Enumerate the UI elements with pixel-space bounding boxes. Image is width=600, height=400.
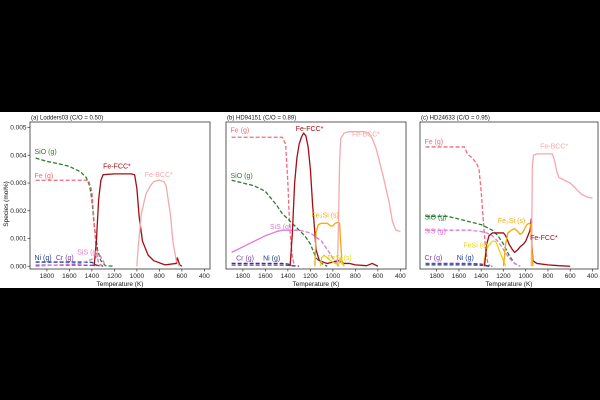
series-label: FeSi (s) xyxy=(327,255,352,262)
series-label: Cr (g) xyxy=(236,256,254,263)
series-line-sis-g xyxy=(425,229,521,267)
y-tick-label: 0.004 xyxy=(10,152,27,159)
series-label: Fe-BCC* xyxy=(352,131,380,138)
series-label: Fe-BCC* xyxy=(145,172,173,179)
panel-title: (c) HD24633 (C/O = 0.95) xyxy=(421,116,490,122)
y-tick-label: 0.000 xyxy=(10,263,27,270)
x-tick-label: 1000 xyxy=(130,273,145,280)
series-label: Fe (g) xyxy=(35,173,54,180)
series-line-fe-g xyxy=(35,179,104,267)
series-label: SiO (g) xyxy=(424,215,446,222)
series-label: Fe-FCC* xyxy=(296,126,324,133)
x-tick-label: 1400 xyxy=(85,273,100,280)
panel-title: (b) HD94151 (C/O = 0.89) xyxy=(227,116,296,122)
series-line-fe3si-s xyxy=(502,222,534,267)
y-axis-label: Species (mol%) xyxy=(3,181,10,227)
series-line-fe-bcc xyxy=(136,179,181,267)
x-tick-label: 800 xyxy=(350,273,361,280)
x-tick-label: 600 xyxy=(565,273,576,280)
x-tick-label: 600 xyxy=(176,273,187,280)
x-tick-label: 1200 xyxy=(107,273,122,280)
series-label: Cr (g) xyxy=(56,255,74,262)
series-line-sis-g xyxy=(35,254,106,267)
series-label: SiO (g) xyxy=(231,173,253,180)
series-label: SiS (g) xyxy=(424,228,445,235)
series-label: Fe₃Si (s) xyxy=(498,218,525,225)
x-axis-label: Temperature (K) xyxy=(293,281,340,288)
x-tick-label: 400 xyxy=(395,273,406,280)
panel-title: (a) Lodders03 (C/O = 0.50) xyxy=(31,116,103,122)
x-tick-label: 1000 xyxy=(518,273,533,280)
species-chart-figure: Species (mol%) (a) Lodders03 (C/O = 0.50… xyxy=(3,116,599,288)
series-label: Ni (g) xyxy=(263,256,280,263)
y-tick-label: 0.005 xyxy=(10,125,27,132)
x-tick-label: 400 xyxy=(199,273,210,280)
series-line-fe-fcc xyxy=(483,218,571,267)
chart-panel-2: (b) HD94151 (C/O = 0.89) 1800 1600 1400 1200… xyxy=(225,116,407,288)
plot-frame xyxy=(225,121,407,270)
x-tick-label: 1600 xyxy=(452,273,467,280)
x-axis-label: Temperature (K) xyxy=(97,281,144,288)
series-line-ni-g xyxy=(425,264,490,267)
y-tick-label: 0.003 xyxy=(10,180,27,187)
x-tick-label: 1200 xyxy=(303,273,318,280)
plot-frame xyxy=(419,121,599,270)
x-tick-label: 1000 xyxy=(326,273,341,280)
series-line-fe-bcc xyxy=(336,131,401,267)
series-label: Fe (g) xyxy=(424,139,443,146)
series-line-cr-g xyxy=(35,264,104,267)
series-line-fe-bcc xyxy=(530,153,593,267)
series-label: Fe-FCC* xyxy=(103,164,131,171)
series-line-fesi-s xyxy=(319,254,345,267)
chart-panel-3: (c) HD24633 (C/O = 0.95) 1800 1600 1400 1200… xyxy=(419,116,599,288)
series-label: Fe₃Si (s) xyxy=(312,213,339,220)
x-tick-label: 1200 xyxy=(496,273,511,280)
x-tick-label: 1600 xyxy=(62,273,77,280)
y-tick-label: 0.001 xyxy=(10,236,27,243)
series-line-fe-fcc xyxy=(289,132,379,267)
series-label: SiS (g) xyxy=(270,224,291,231)
plot-frame xyxy=(29,121,211,270)
x-axis-label: Temperature (K) xyxy=(486,281,533,288)
series-label: Fe (g) xyxy=(231,128,250,135)
series-line-sis-g-tail xyxy=(287,229,340,267)
x-tick-label: 400 xyxy=(587,273,598,280)
series-line-fe-g xyxy=(231,136,296,267)
x-tick-label: 1800 xyxy=(236,273,251,280)
series-label: Fe-BCC* xyxy=(540,143,568,150)
x-tick-label: 1800 xyxy=(40,273,55,280)
series-line-sis-g xyxy=(231,229,288,253)
series-label: SiO (g) xyxy=(35,149,57,156)
x-tick-label: 1600 xyxy=(258,273,273,280)
series-label: SiS (g) xyxy=(77,250,98,257)
figure-panel: Species (mol%) (a) Lodders03 (C/O = 0.50… xyxy=(0,112,600,288)
series-label: Ni (g) xyxy=(457,255,474,262)
series-line-sio-g xyxy=(35,157,115,267)
x-tick-label: 800 xyxy=(154,273,165,280)
series-line-cr-g xyxy=(231,264,300,267)
x-tick-label: 1400 xyxy=(474,273,489,280)
x-tick-label: 600 xyxy=(372,273,383,280)
x-tick-label: 1400 xyxy=(281,273,296,280)
x-tick-label: 1800 xyxy=(429,273,444,280)
series-line-sio-g xyxy=(425,215,521,267)
x-tick-label: 800 xyxy=(543,273,554,280)
chart-panel-1: (a) Lodders03 (C/O = 0.50) 1800 1600 1400 12… xyxy=(10,116,211,288)
series-label: Cr (g) xyxy=(424,255,442,262)
series-label: Fe-FCC* xyxy=(530,235,558,242)
series-label: Ni (g) xyxy=(35,255,52,262)
series-line-fe-fcc xyxy=(93,173,183,267)
series-line-fe3si-s xyxy=(314,221,345,267)
series-label: FeSi (s) xyxy=(463,242,488,249)
y-tick-label: 0.002 xyxy=(10,208,27,215)
